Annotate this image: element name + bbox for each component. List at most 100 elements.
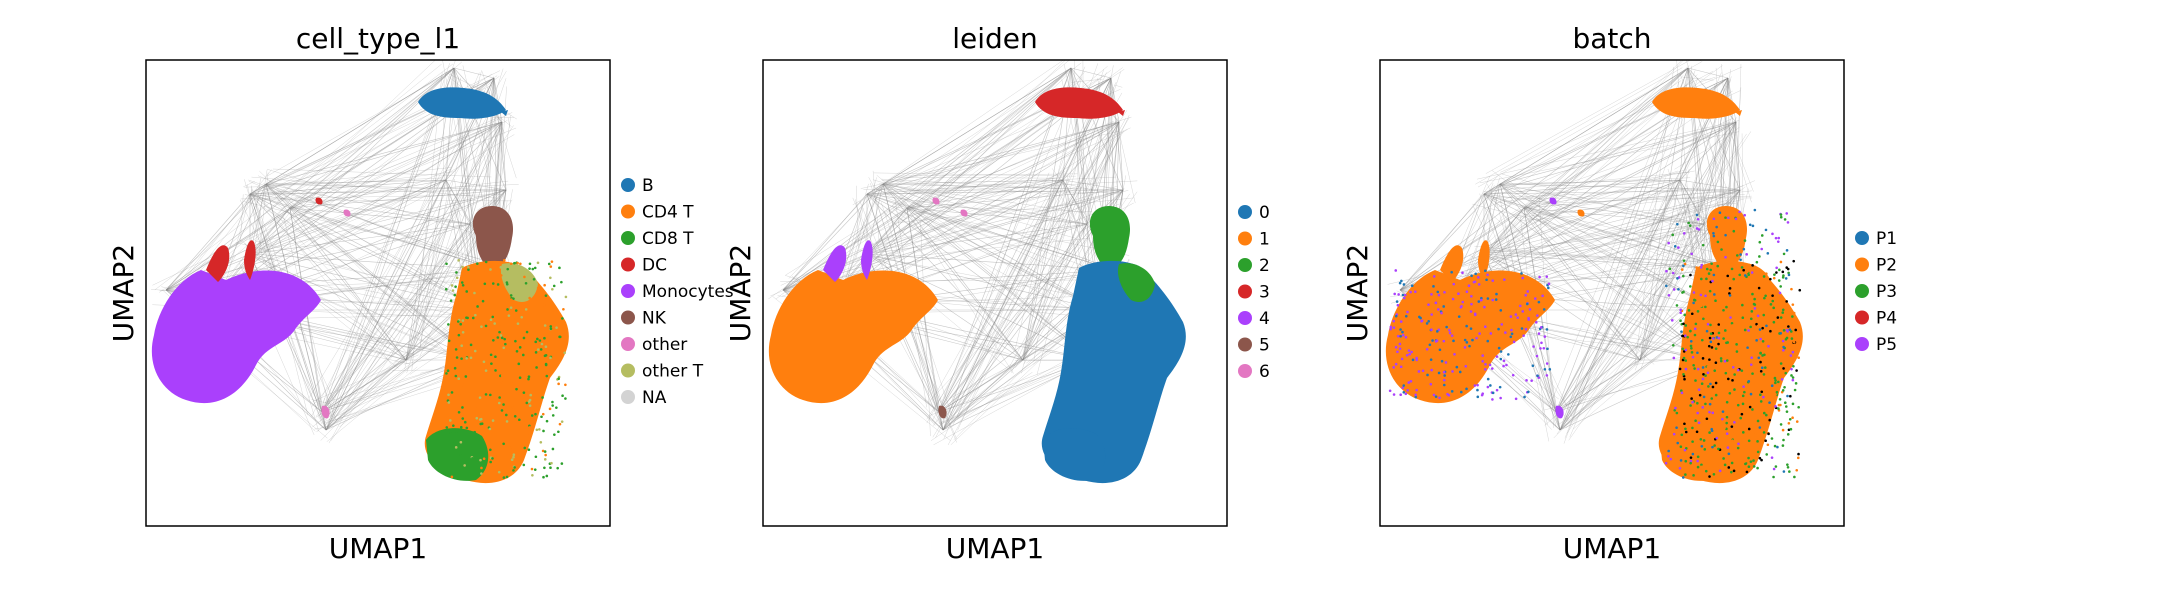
cell-point (454, 446, 458, 449)
cell-point (1757, 286, 1761, 290)
cell-point (1700, 465, 1704, 469)
paga-edge (1062, 179, 1124, 191)
paga-edge (1011, 115, 1130, 373)
cell-point (1684, 459, 1688, 463)
legend-label: NK (642, 309, 667, 329)
cell-point (1486, 297, 1490, 300)
legend-label: other T (642, 362, 704, 382)
paga-edge (254, 190, 392, 365)
cell-point (491, 457, 494, 460)
cell-point (1732, 310, 1736, 314)
paga-edge (866, 193, 1094, 361)
paga-edge (956, 72, 1107, 418)
cell-point (1743, 274, 1747, 277)
cell-point (1684, 473, 1687, 476)
paga-edge (265, 183, 407, 361)
paga-edge (910, 181, 1062, 215)
cell-point (1709, 323, 1712, 327)
paga-edge (1493, 189, 1692, 199)
cell-point (549, 265, 553, 268)
cell-point (1777, 407, 1780, 410)
cell-point (1679, 311, 1683, 315)
cell-point (1785, 266, 1789, 269)
paga-edge (1674, 133, 1733, 170)
cell-point (502, 403, 505, 406)
cell-point (1539, 347, 1542, 350)
cell-point (1542, 308, 1546, 311)
cell-point (1457, 292, 1460, 296)
paga-edge (1487, 184, 1498, 207)
cell-point (1788, 328, 1792, 331)
plot-area (151, 60, 569, 484)
paga-edge (240, 194, 244, 242)
paga-edge (860, 130, 1120, 189)
cell-point (532, 277, 536, 281)
paga-edge (1667, 183, 1695, 225)
cell-point (1480, 296, 1483, 300)
cell-point (1489, 384, 1492, 387)
cell-point (1691, 400, 1694, 404)
paga-edge (1014, 76, 1082, 349)
cell-point (509, 262, 513, 266)
paga-edges (768, 60, 1138, 446)
cell-point (1731, 324, 1734, 327)
cell-point (1726, 446, 1730, 449)
cell-point (1777, 279, 1781, 282)
cell-point (1392, 393, 1396, 396)
cell-point (541, 377, 544, 381)
cell-point (1728, 292, 1731, 295)
paga-edge (866, 193, 1116, 271)
cell-point (1545, 374, 1549, 377)
cell-point (1541, 294, 1544, 298)
cell-point (503, 337, 506, 341)
paga-edge (1060, 176, 1117, 180)
paga-edge (1559, 179, 1681, 431)
cell-point (1687, 221, 1690, 225)
cell-point (460, 281, 464, 284)
cell-point (1779, 403, 1782, 407)
paga-edge (1639, 121, 1737, 361)
cell-point (555, 406, 558, 409)
cell-point (494, 371, 498, 374)
paga-edge (252, 199, 512, 202)
cell-point (1677, 287, 1680, 291)
cell-point (532, 363, 536, 367)
cell-point (1708, 336, 1712, 340)
cell-point (459, 438, 463, 441)
cell-point (465, 316, 468, 319)
cell-point (1752, 459, 1755, 462)
cell-point (1706, 371, 1710, 375)
legend-marker (1238, 364, 1252, 378)
cell-point (478, 418, 482, 421)
cell-point (1700, 322, 1704, 325)
cell-point (538, 428, 541, 431)
cell-point (1724, 371, 1728, 375)
paga-edge (419, 76, 460, 349)
cell-point (1545, 275, 1549, 278)
paga-edge (249, 121, 503, 195)
paga-edge (1483, 179, 1681, 195)
cell-point (1705, 329, 1709, 333)
cell-point (1392, 366, 1395, 369)
paga-edge (883, 116, 1132, 195)
cell-point (550, 461, 553, 465)
legend-marker (1238, 311, 1252, 325)
cell-point (1687, 309, 1691, 312)
paga-edge (1727, 77, 1741, 191)
cell-point (1665, 269, 1668, 273)
cell-point (1718, 466, 1721, 469)
cell-point (1477, 300, 1481, 303)
cell-point (1426, 373, 1429, 377)
paga-edge (276, 63, 442, 198)
paga-edge (942, 67, 1072, 431)
cell-point (1782, 438, 1785, 442)
paga-edge (1559, 359, 1641, 431)
cell-point (1429, 382, 1433, 386)
cell-point (550, 260, 554, 263)
paga-edge (1499, 183, 1525, 209)
cell-point (489, 318, 493, 321)
paga-edge (328, 63, 451, 416)
cell-point (1427, 319, 1430, 323)
paga-edge (321, 179, 447, 413)
cell-point (498, 330, 501, 334)
